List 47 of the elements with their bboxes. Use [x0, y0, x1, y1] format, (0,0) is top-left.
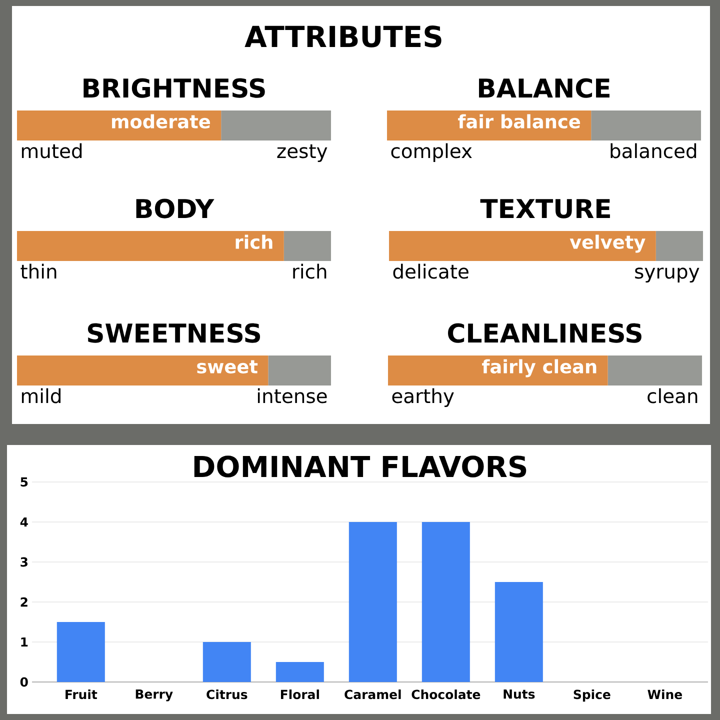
text: intense — [258, 388, 327, 404]
bar — [494, 582, 543, 682]
annotation: fair balance — [458, 114, 580, 128]
y-tick-label: 4 — [20, 517, 28, 527]
text: mild — [22, 388, 60, 404]
annotation: sweet — [197, 360, 258, 374]
x-tick-label: Chocolate — [412, 690, 480, 700]
text: complex — [391, 143, 472, 162]
text: balanced — [610, 143, 696, 158]
text: clean — [648, 388, 698, 404]
annotation: velvety — [570, 234, 646, 253]
chart-title: CLEANLINESS — [448, 323, 642, 343]
text: syrupy — [635, 268, 700, 283]
x-tick-label: Citrus — [206, 690, 248, 700]
chart-title: BALANCE — [479, 78, 610, 98]
bar — [348, 522, 397, 682]
x-tick-label: Wine — [648, 690, 682, 700]
y-tick-label: 3 — [20, 557, 28, 567]
x-tick-label: Floral — [280, 690, 319, 700]
y-tick-label: 1 — [21, 637, 28, 647]
annotation: rich — [236, 234, 272, 249]
text: ATTRIBUTES — [244, 26, 442, 48]
text: zesty — [277, 144, 328, 162]
x-tick-label: Fruit — [66, 690, 98, 700]
y-tick-label: 5 — [20, 477, 28, 487]
annotation: fairly clean — [482, 359, 596, 378]
chart-title: DOMINANT FLAVORS — [194, 456, 526, 478]
x-tick-label: Nuts — [504, 690, 535, 699]
chart-title: BRIGHTNESS — [84, 78, 265, 98]
chart-title: TEXTURE — [480, 199, 610, 218]
text: earthy — [392, 388, 454, 408]
x-tick-label: Berry — [136, 690, 173, 702]
bar — [276, 662, 324, 682]
bar — [56, 622, 105, 682]
y-tick-label: 0 — [20, 677, 28, 687]
chart-title: SWEETNESS — [88, 323, 260, 343]
x-tick-label: Caramel — [344, 690, 401, 700]
annotation: moderate — [112, 114, 210, 128]
text: muted — [22, 143, 82, 158]
bar — [422, 522, 470, 682]
y-tick-label: 2 — [20, 597, 28, 607]
x-tick-label: Spice — [574, 690, 610, 702]
text: rich — [293, 264, 326, 279]
text: delicate — [393, 264, 468, 279]
text: thin — [20, 264, 56, 278]
bar — [202, 642, 251, 682]
chart-title: BODY — [136, 198, 214, 218]
